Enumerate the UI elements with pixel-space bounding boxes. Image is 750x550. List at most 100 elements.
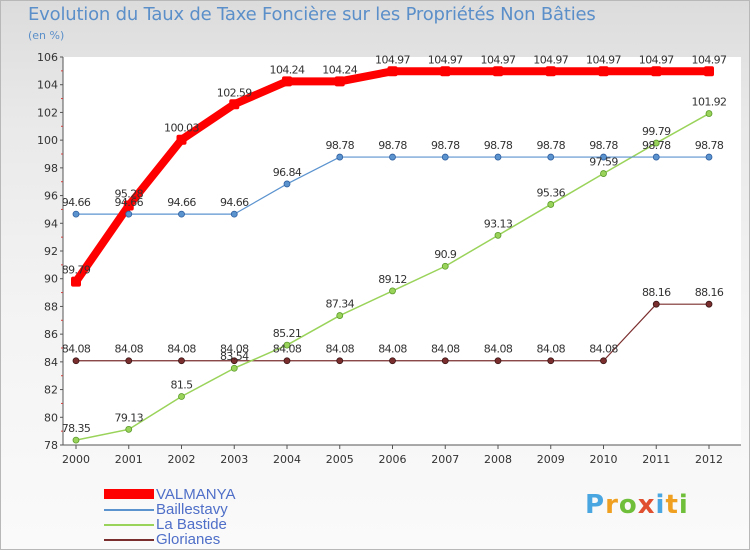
logo-letter: r <box>605 490 619 520</box>
data-point-baillestavy <box>178 210 185 218</box>
data-point-glorianes <box>230 357 238 365</box>
data-label-la-bastide: 90.9 <box>434 248 457 261</box>
data-label-valmanya: 104.97 <box>639 53 674 66</box>
data-point-la-bastide <box>494 231 502 239</box>
data-point-baillestavy <box>705 153 713 161</box>
data-point-valmanya <box>704 66 714 77</box>
data-point-baillestavy <box>652 153 660 161</box>
legend-swatch-baillestavy <box>104 509 154 511</box>
logo-letter: P <box>585 490 606 520</box>
data-point-valmanya <box>229 99 240 110</box>
data-point-glorianes <box>389 357 396 365</box>
data-label-glorianes: 84.08 <box>273 343 302 356</box>
data-label-baillestavy: 94.66 <box>220 196 249 209</box>
x-tick-label: 2005 <box>326 453 354 466</box>
x-tick-label: 2007 <box>431 453 459 466</box>
y-tick-label: 78 <box>44 439 58 452</box>
data-point-glorianes <box>652 300 660 308</box>
x-tick-label: 2001 <box>115 453 143 466</box>
data-point-baillestavy <box>336 153 344 161</box>
data-point-valmanya <box>598 66 609 77</box>
y-tick-label: 86 <box>44 328 58 341</box>
x-tick-label: 2004 <box>273 453 301 466</box>
data-label-la-bastide: 78.35 <box>62 422 91 435</box>
logo-letter: i <box>678 490 689 520</box>
data-label-la-bastide: 95.36 <box>537 186 566 199</box>
data-label-baillestavy: 98.78 <box>537 139 566 152</box>
data-point-baillestavy <box>547 153 555 161</box>
data-label-valmanya: 104.97 <box>533 53 568 66</box>
data-label-la-bastide: 93.13 <box>484 217 513 230</box>
data-point-glorianes <box>547 357 555 365</box>
data-point-la-bastide <box>72 436 80 444</box>
data-point-glorianes <box>283 357 291 365</box>
data-point-glorianes <box>336 357 344 365</box>
data-label-baillestavy: 94.66 <box>115 196 144 209</box>
data-point-valmanya <box>387 66 398 77</box>
legend-label-glorianes: Glorianes <box>156 531 221 548</box>
y-tick-label: 84 <box>44 356 58 369</box>
data-label-la-bastide: 85.21 <box>273 327 302 340</box>
data-label-valmanya: 104.24 <box>322 63 357 76</box>
data-label-baillestavy: 96.84 <box>273 166 302 179</box>
data-point-la-bastide <box>600 170 607 177</box>
data-label-valmanya: 100.03 <box>164 122 199 135</box>
data-label-baillestavy: 98.78 <box>695 139 724 152</box>
data-point-valmanya <box>123 200 134 211</box>
data-label-la-bastide: 79.13 <box>115 411 144 424</box>
y-tick-label: 96 <box>44 190 58 203</box>
data-point-valmanya <box>440 66 451 77</box>
x-tick-label: 2012 <box>695 453 723 466</box>
x-tick-label: 2010 <box>590 453 618 466</box>
data-point-la-bastide <box>283 341 291 349</box>
data-label-glorianes: 84.08 <box>484 343 513 356</box>
logo-letter: i <box>655 490 666 520</box>
data-label-la-bastide: 101.92 <box>692 96 727 109</box>
x-tick-label: 2006 <box>379 453 407 466</box>
data-label-la-bastide: 89.12 <box>378 273 407 286</box>
y-tick-label: 90 <box>44 273 58 286</box>
data-point-la-bastide <box>652 139 660 147</box>
data-label-baillestavy: 98.78 <box>484 139 513 152</box>
x-tick-label: 2003 <box>220 453 248 466</box>
y-axis-unit: (en %) <box>28 29 65 42</box>
y-tick-label: 102 <box>37 106 58 119</box>
data-point-la-bastide <box>230 364 238 372</box>
data-point-baillestavy <box>600 153 607 161</box>
data-label-la-bastide: 99.79 <box>642 125 671 138</box>
data-label-glorianes: 84.08 <box>378 343 407 356</box>
data-point-valmanya <box>282 76 292 87</box>
data-label-baillestavy: 94.66 <box>62 196 91 209</box>
data-point-baillestavy <box>389 153 396 161</box>
data-point-valmanya <box>71 276 81 287</box>
data-label-valmanya: 104.97 <box>586 53 621 66</box>
legend-swatch-la-bastide <box>104 524 154 526</box>
data-label-glorianes: 88.16 <box>642 286 671 299</box>
legend-label-baillestavy: Baillestavy <box>156 501 228 518</box>
data-point-baillestavy <box>72 210 80 218</box>
data-label-glorianes: 84.08 <box>115 343 144 356</box>
data-point-baillestavy <box>283 180 291 188</box>
data-point-la-bastide <box>705 110 713 117</box>
y-tick-label: 98 <box>44 162 58 175</box>
chart-title: Evolution du Taux de Taxe Foncière sur l… <box>28 4 596 25</box>
legend-label-la-bastide: La Bastide <box>156 516 227 533</box>
x-tick-label: 2011 <box>642 453 670 466</box>
x-tick-label: 2000 <box>62 453 90 466</box>
data-point-glorianes <box>178 357 185 365</box>
data-point-la-bastide <box>178 393 185 400</box>
data-point-valmanya <box>545 66 556 77</box>
data-label-glorianes: 88.16 <box>695 286 724 299</box>
data-label-glorianes: 84.08 <box>431 343 460 356</box>
data-label-valmanya: 104.97 <box>375 53 410 66</box>
y-tick-label: 80 <box>44 411 58 424</box>
data-label-valmanya: 89.79 <box>62 264 91 277</box>
data-label-baillestavy: 98.78 <box>589 139 618 152</box>
y-tick-label: 92 <box>44 245 58 258</box>
data-point-la-bastide <box>336 312 344 319</box>
data-point-valmanya <box>176 134 187 145</box>
data-label-baillestavy: 98.78 <box>326 139 355 152</box>
data-label-la-bastide: 81.5 <box>170 379 193 392</box>
